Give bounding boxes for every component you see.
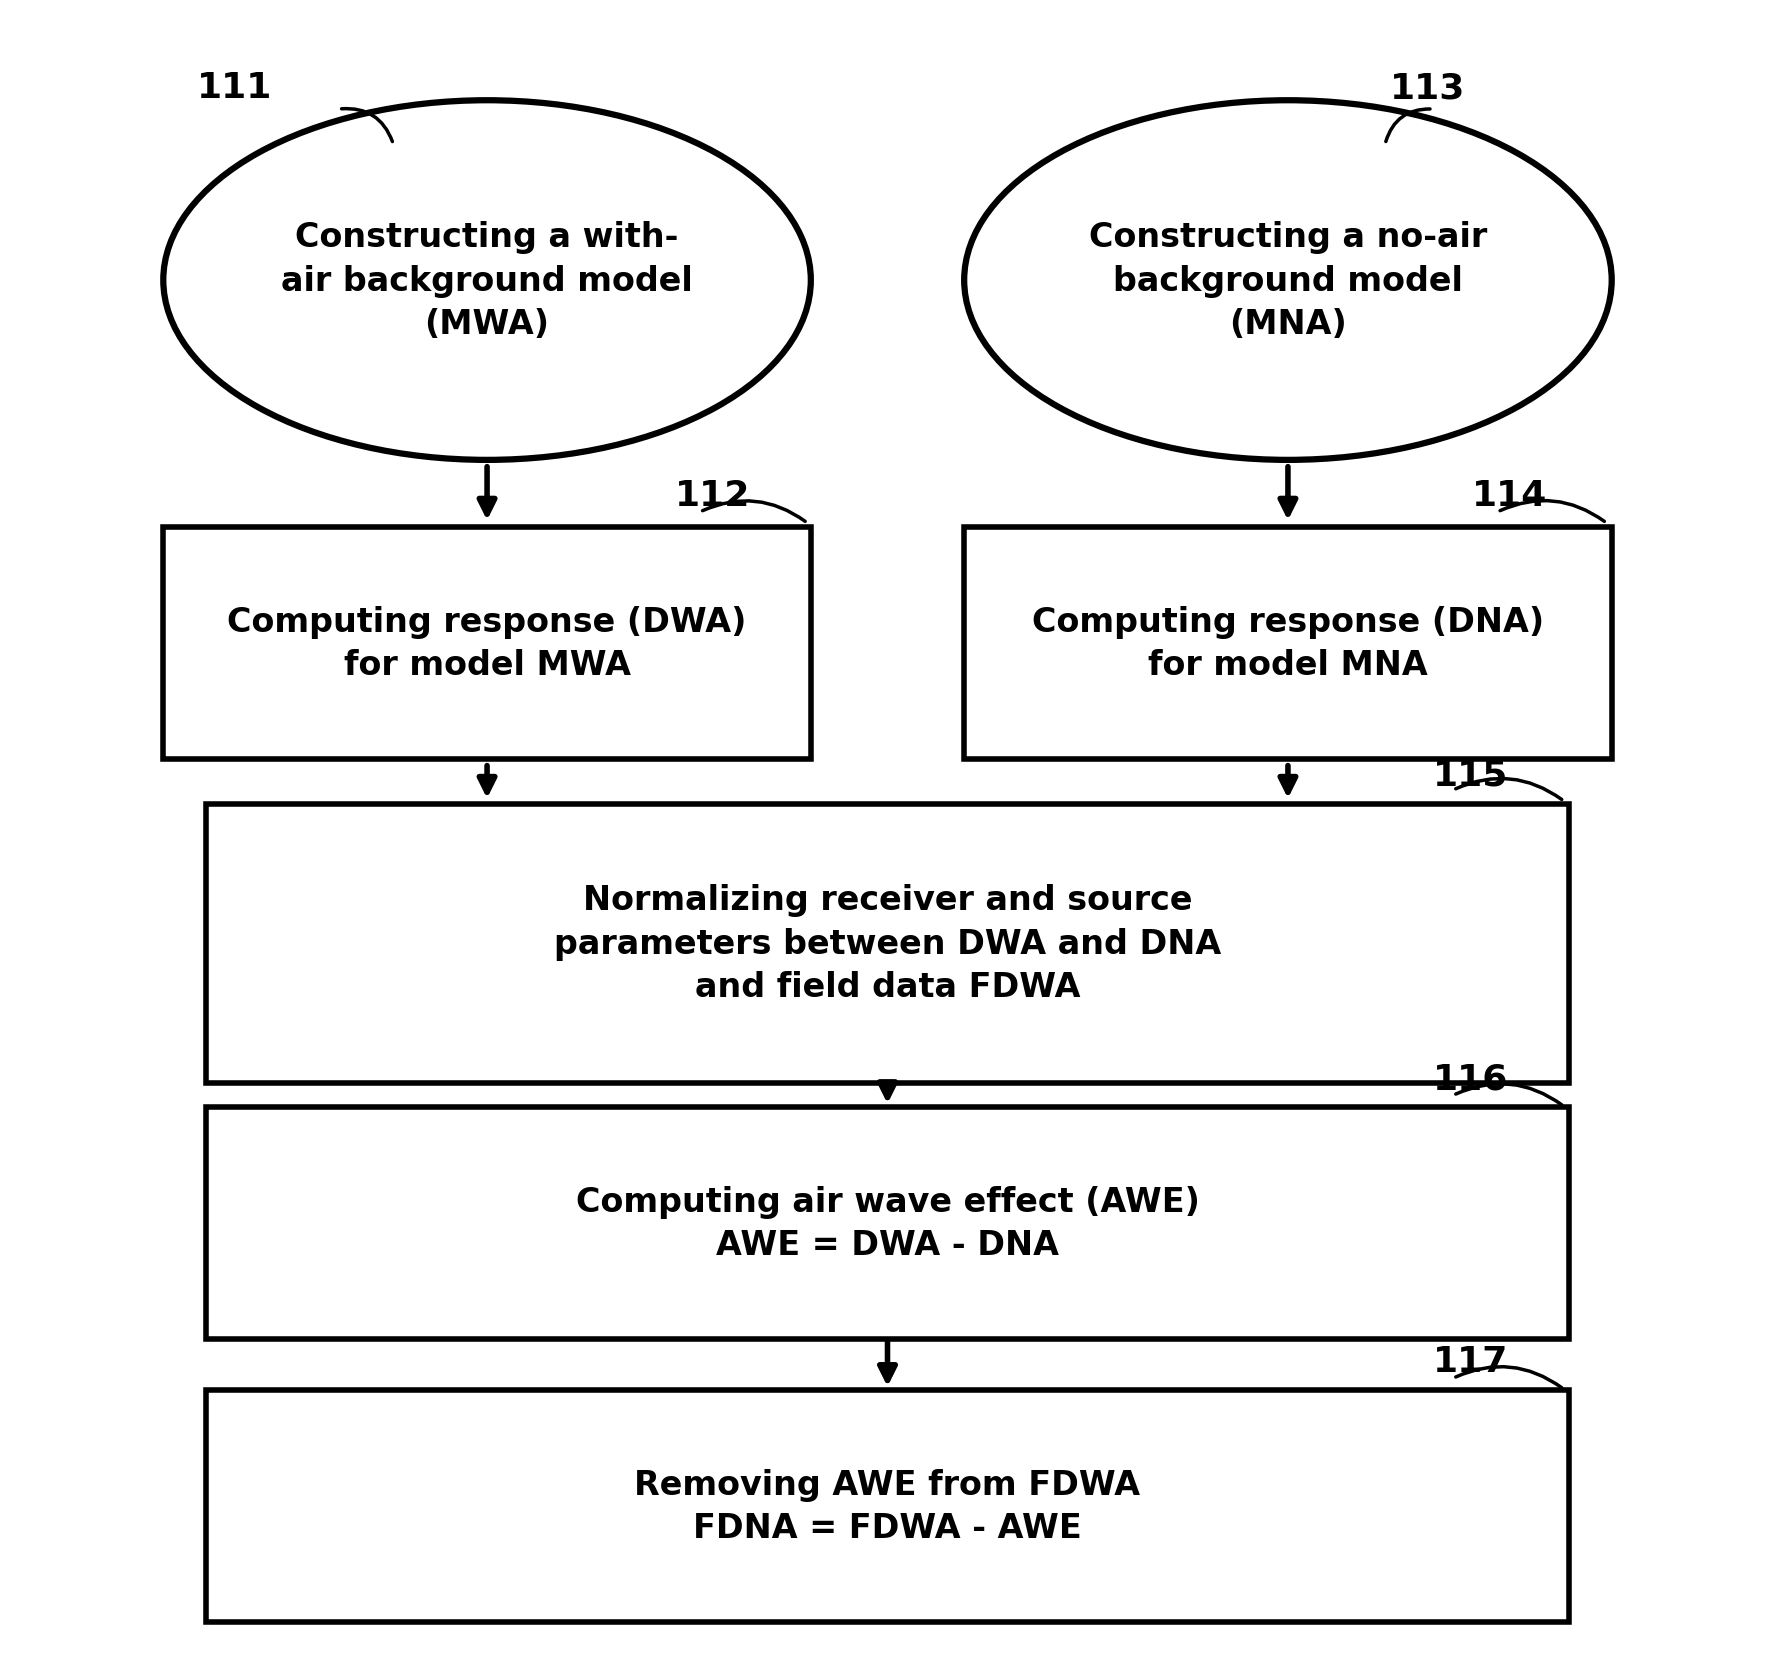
Text: Constructing a no-air
background model
(MNA): Constructing a no-air background model (…: [1088, 221, 1487, 341]
Text: 117: 117: [1432, 1345, 1509, 1378]
Text: Computing response (DNA)
for model MNA: Computing response (DNA) for model MNA: [1031, 606, 1544, 682]
Text: Computing air wave effect (AWE)
AWE = DWA - DNA: Computing air wave effect (AWE) AWE = DW…: [575, 1185, 1200, 1261]
Text: 115: 115: [1432, 759, 1509, 792]
Ellipse shape: [163, 102, 811, 461]
Text: Computing response (DWA)
for model MWA: Computing response (DWA) for model MWA: [227, 606, 747, 682]
Text: 113: 113: [1390, 72, 1466, 105]
FancyBboxPatch shape: [163, 527, 811, 759]
Text: 114: 114: [1471, 479, 1548, 513]
Text: 116: 116: [1432, 1062, 1509, 1095]
Text: Removing AWE from FDWA
FDNA = FDWA - AWE: Removing AWE from FDWA FDNA = FDWA - AWE: [634, 1468, 1141, 1544]
Ellipse shape: [964, 102, 1612, 461]
FancyBboxPatch shape: [964, 527, 1612, 759]
Text: Normalizing receiver and source
parameters between DWA and DNA
and field data FD: Normalizing receiver and source paramete…: [554, 884, 1221, 1003]
FancyBboxPatch shape: [206, 1108, 1569, 1340]
FancyBboxPatch shape: [206, 1391, 1569, 1622]
Text: 111: 111: [197, 72, 273, 105]
Text: 112: 112: [674, 479, 749, 513]
Text: Constructing a with-
air background model
(MWA): Constructing a with- air background mode…: [280, 221, 692, 341]
FancyBboxPatch shape: [206, 804, 1569, 1083]
